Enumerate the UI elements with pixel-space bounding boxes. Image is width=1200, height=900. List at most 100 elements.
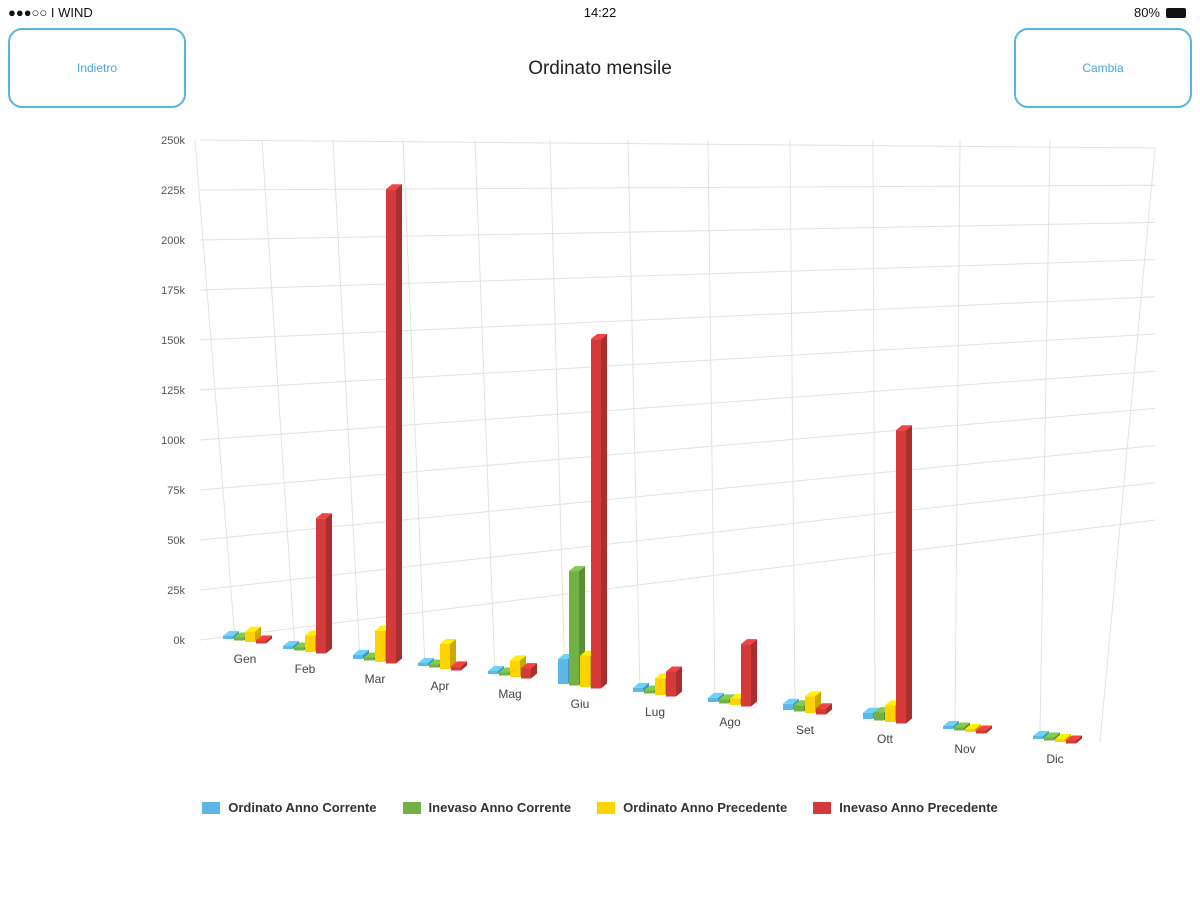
bar-ott-series-3: [896, 430, 906, 724]
legend-item[interactable]: Inevaso Anno Corrente: [402, 800, 571, 815]
legend-label: Inevaso Anno Precedente: [839, 800, 998, 815]
x-tick-label: Apr: [431, 679, 450, 693]
battery-icon: [1166, 8, 1186, 18]
bar-top: [256, 635, 272, 641]
bar-side: [266, 635, 272, 644]
bar-mag-series-0: [488, 671, 498, 674]
bar-giu-series-2: [580, 655, 590, 687]
x-tick-label: Dic: [1046, 752, 1063, 766]
bar-side: [601, 334, 607, 689]
bar-side: [450, 639, 456, 669]
legend: Ordinato Anno Corrente Inevaso Anno Corre…: [0, 800, 1200, 815]
x-tick-label: Nov: [954, 742, 975, 756]
bar-top: [440, 639, 456, 645]
bar-feb-series-3: [316, 518, 326, 654]
x-tick-label: Giu: [571, 697, 590, 711]
bar-top: [451, 661, 467, 667]
y-tick-label: 0k: [173, 635, 185, 647]
bar-top: [418, 658, 434, 663]
x-tick-label: Feb: [295, 662, 316, 676]
bar-ott-series-2: [885, 705, 895, 722]
gridline: [199, 296, 1156, 341]
bar-top: [965, 724, 981, 729]
bar-side: [396, 184, 402, 664]
bar-set-series-3: [816, 708, 826, 715]
bar-side: [498, 666, 504, 674]
bar-apr-series-1: [429, 664, 439, 668]
bar-set-series-0: [783, 703, 793, 710]
gridline: [199, 333, 1156, 391]
x-tick-label: Lug: [645, 705, 665, 719]
bar-feb-series-2: [305, 635, 315, 652]
carrier-signal: ●●●○○ I WIND: [8, 5, 93, 20]
bar-top: [805, 691, 821, 697]
bar-side: [293, 641, 299, 649]
bar-mag-series-1: [499, 672, 509, 676]
bar-feb-series-1: [294, 647, 304, 651]
bar-top: [591, 334, 607, 340]
bar-ago-series-2: [730, 698, 740, 705]
bar-top: [976, 725, 992, 731]
bar-mar-series-0: [353, 654, 363, 659]
bar-ago-series-3: [741, 644, 751, 707]
y-tick-label: 150k: [161, 335, 185, 347]
bar-side: [964, 722, 970, 731]
bar-top: [283, 641, 299, 646]
bar-lug-series-2: [655, 678, 665, 695]
bar-ott-series-0: [863, 712, 873, 719]
gridline: [261, 139, 296, 651]
legend-swatch: [597, 801, 616, 814]
legend-item[interactable]: Inevaso Anno Precedente: [813, 800, 998, 815]
bar-ott-series-1: [874, 712, 884, 721]
gridline: [194, 139, 236, 641]
gridline: [872, 139, 876, 717]
bar-side: [326, 513, 332, 654]
bar-top: [386, 184, 402, 190]
y-tick-label: 50k: [167, 535, 185, 547]
legend-item[interactable]: Ordinato Anno Corrente: [202, 800, 377, 815]
bar-giu-series-3: [591, 339, 601, 689]
legend-swatch: [813, 801, 832, 814]
legend-item[interactable]: Ordinato Anno Precedente: [597, 800, 787, 815]
clock: 14:22: [583, 5, 617, 20]
bar-nov-series-1: [954, 727, 964, 731]
bar-side: [676, 666, 682, 697]
bar-side: [986, 725, 992, 734]
bar-mag-series-2: [510, 660, 520, 677]
bar-side: [953, 721, 959, 729]
bar-side: [975, 724, 981, 732]
bar-top: [1066, 735, 1082, 741]
y-tick-label: 250k: [161, 135, 185, 147]
bar-set-series-2: [805, 696, 815, 713]
bar-side: [906, 425, 912, 724]
bar-mar-series-1: [364, 657, 374, 661]
change-button[interactable]: Cambia: [1014, 28, 1192, 108]
bar-top: [896, 425, 912, 431]
bar-top: [1055, 734, 1071, 739]
x-tick-label: Mar: [365, 672, 386, 686]
bar-lug-series-3: [666, 671, 676, 697]
gridline: [199, 482, 1156, 591]
gridline: [199, 370, 1156, 441]
bar-side: [233, 631, 239, 639]
bar-mar-series-2: [375, 630, 385, 662]
bar-top: [521, 663, 537, 669]
bar-giu-series-1: [569, 571, 579, 686]
gridline: [707, 139, 716, 701]
bar-side: [531, 663, 537, 679]
y-tick-label: 100k: [161, 435, 185, 447]
bar-apr-series-3: [451, 666, 461, 671]
bar-top: [223, 631, 239, 636]
bar-side: [363, 649, 369, 659]
bar-side: [461, 661, 467, 671]
bar-top: [569, 566, 585, 572]
y-tick-label: 75k: [167, 485, 185, 497]
legend-label: Ordinato Anno Corrente: [228, 800, 377, 815]
gridline: [199, 445, 1156, 541]
bar-nov-series-2: [965, 729, 975, 732]
gridline: [549, 139, 566, 685]
bar-top: [719, 694, 735, 700]
back-button[interactable]: Indietro: [8, 28, 186, 108]
x-tick-label: Ago: [719, 715, 741, 729]
